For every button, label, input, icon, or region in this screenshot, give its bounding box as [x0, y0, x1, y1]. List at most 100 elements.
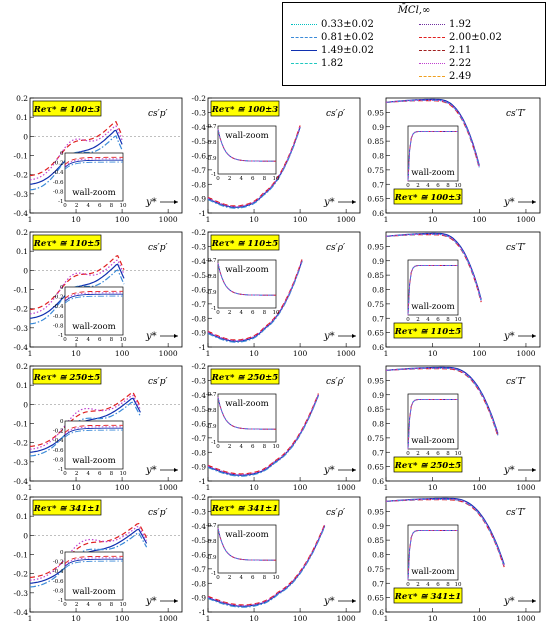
inset-frame [407, 259, 459, 316]
inset-x-tick-label: 6 [251, 444, 255, 450]
inset-x-tick-label: 8 [263, 444, 267, 450]
legend-line-swatch [419, 76, 445, 77]
inset-frame [407, 125, 459, 182]
inset-x-tick-label: 8 [446, 317, 450, 323]
inset-y-tick-label: -0.6 [53, 579, 64, 585]
y-tick-label: 0 [23, 531, 28, 540]
y-tick-label: -0.4 [192, 522, 207, 531]
y-tick-label: 0.1 [16, 247, 28, 256]
x-tick-label: 10 [428, 349, 438, 358]
x-axis-arrowhead [532, 200, 536, 204]
x-tick-label: 1 [28, 483, 33, 492]
inset-y-tick-label: -0.4 [53, 304, 64, 310]
y-tick-label: 0.85 [367, 271, 384, 280]
inset-y-tick-label: -1 [58, 333, 63, 339]
legend-label: 2.49 [449, 71, 472, 82]
inset-x-tick-label: 10 [273, 444, 280, 450]
inset-y-tick-label: -0.8 [53, 323, 64, 329]
y-tick-label: -0.9 [192, 329, 207, 338]
y-tick-label: -0.3 [14, 190, 29, 199]
x-tick-label: 1 [206, 349, 211, 358]
y-tick-label: 0.95 [367, 507, 384, 516]
x-tick-label: 1 [384, 215, 389, 224]
x-axis-arrowhead [532, 599, 536, 603]
re-badge-label: Reτ* ≅ 250±5 [33, 373, 101, 383]
y-tick-label: 0 [23, 400, 28, 409]
legend-entry: 1.92 [419, 19, 471, 30]
legend-entry: 0.33±0.02 [291, 19, 374, 30]
y-tick-label: -0.2 [192, 362, 207, 371]
inset-y-tick-label: -0.4 [53, 438, 64, 444]
inset-series-line [64, 426, 123, 435]
x-tick-label: 1000 [337, 614, 356, 623]
x-tick-label: 10 [71, 614, 81, 623]
x-tick-label: 1000 [516, 614, 535, 623]
inset-label: wall-zoom [72, 587, 115, 597]
y-tick-label: -0.1 [14, 286, 28, 295]
x-axis-arrowhead [352, 468, 356, 472]
x-tick-label: 10 [249, 349, 259, 358]
inset-label: wall-zoom [72, 456, 115, 466]
x-tick-label: 1 [28, 349, 33, 358]
inset-x-tick-label: 6 [251, 176, 255, 182]
re-badge [32, 499, 102, 516]
inset-x-tick-label: 8 [446, 582, 450, 588]
y-tick-label: -0.9 [192, 195, 207, 204]
panel: -1-0.9-0.8-0.7-0.6-0.5-0.4-0.3-0.21 10 100… [192, 228, 361, 358]
inset-y-tick-label: -1 [211, 440, 216, 446]
y-tick-label: 0.75 [367, 434, 384, 443]
inset-y-tick-label: -0.9 [206, 424, 217, 430]
re-badge [32, 368, 102, 385]
legend-label: 1.49±0.02 [321, 45, 374, 56]
x-axis-arrowhead [352, 200, 356, 204]
series-line [207, 127, 301, 209]
legend-label: 0.33±0.02 [321, 19, 374, 30]
inset-x-tick-label: 2 [228, 575, 232, 581]
series-line [207, 393, 319, 475]
x-axis-label: y* [503, 596, 515, 607]
inset-x-tick-label: 0 [406, 183, 410, 189]
y-tick-label: -0.4 [14, 608, 29, 617]
inset-x-tick-label: 4 [86, 471, 90, 477]
re-badge-label: Reτ* ≅ 341±1 [394, 592, 461, 602]
inset-series-line [217, 397, 276, 430]
y-tick-label: -0.3 [14, 324, 29, 333]
panel: 0.60.650.70.750.80.850.90.951 10 100 1000y*… [367, 97, 541, 224]
re-badge [393, 456, 463, 473]
y-tick-label: 0.9 [372, 522, 384, 531]
y-tick-label: 0.8 [372, 152, 384, 161]
inset-series-line [217, 528, 276, 561]
x-tick-label: 100 [472, 349, 487, 358]
y-quantity-label: cs′p′ [148, 508, 168, 518]
inset-x-tick-label: 8 [110, 337, 114, 343]
y-tick-label: 0.85 [367, 405, 384, 414]
inset-series-line [64, 295, 123, 304]
inset-y-tick-label: -0.7 [206, 258, 217, 264]
inset-label: wall-zoom [225, 265, 268, 275]
inset-x-tick-label: 0 [216, 176, 220, 182]
inset-series-line [407, 131, 458, 182]
inset-x-tick-label: 10 [455, 317, 462, 323]
legend-label: 1.92 [449, 19, 472, 30]
inset-x-tick-label: 8 [110, 602, 114, 608]
series-line [207, 259, 303, 342]
inset-frame [217, 524, 277, 574]
inset-y-tick-label: -0.8 [53, 189, 64, 195]
y-tick-label: -0.4 [192, 391, 207, 400]
y-tick-label: -0.3 [14, 589, 29, 598]
inset-x-tick-label: 4 [239, 575, 243, 581]
inset-series-line [64, 429, 123, 438]
inset-x-tick-label: 2 [75, 337, 79, 343]
inset-y-tick-label: -0.9 [206, 555, 217, 561]
legend-line-swatch [419, 50, 445, 51]
re-badge-label: Reτ* ≅ 100±3 [33, 105, 101, 115]
x-axis-label: y* [145, 596, 157, 607]
y-tick-label: -0.9 [192, 594, 207, 603]
inset-y-tick-label: -0.8 [206, 140, 217, 146]
re-badge-label: Reτ* ≅ 341±1 [211, 504, 278, 514]
inset-y-tick-label: 0 [60, 285, 64, 291]
inset-y-tick-label: -0.6 [53, 314, 64, 320]
y-tick-label: 0.7 [372, 180, 384, 189]
x-tick-label: 1 [384, 349, 389, 358]
legend-line-swatch [419, 63, 445, 64]
